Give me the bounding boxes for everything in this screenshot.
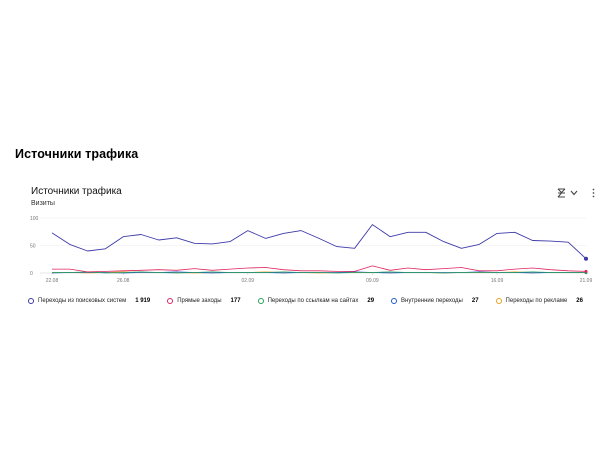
x-tick-label: 26.08 [117,278,130,284]
legend-value: 1 919 [135,298,151,304]
line-chart: 0 50 100 22.08 26.08 02.09 09.09 16.09 21.09 [30,216,592,284]
y-tick-label: 100 [30,216,39,222]
legend-label: Внутренние переходы [401,298,463,304]
legend-checkbox[interactable] [257,298,264,304]
legend-item[interactable]: Переходы из поисковых систем 1 919 [28,298,150,304]
legend-checkbox[interactable] [167,298,174,304]
chart-axes: 0 50 100 22.08 26.08 02.09 09.09 16.09 21.09 [30,216,592,284]
legend-label: Переходы по рекламе [505,298,568,304]
legend-value: 26 [576,298,583,304]
chart-legend: Переходы из поисковых систем 1 919 Прямые … [28,298,598,304]
legend-item[interactable]: Внутренние переходы 27 [391,298,479,304]
series-line-2 [52,271,586,274]
y-tick-label: 0 [30,271,33,277]
legend-value: 27 [471,298,479,304]
series-line-0 [51,224,587,260]
legend-label: Прямые заходы [177,298,222,304]
more-vertical-icon[interactable] [588,187,598,199]
legend-value: 29 [367,298,375,304]
x-tick-label: 02.09 [242,278,255,284]
chevron-down-icon[interactable] [569,187,579,199]
series-line-1 [52,265,587,273]
chart-settings-icon[interactable] [556,187,566,199]
legend-item[interactable]: Переходы по ссылкам на сайтах 29 [257,298,375,304]
legend-label: Переходы из поисковых систем [38,298,127,304]
legend-label: Переходы по ссылкам на сайтах [267,298,359,304]
legend-checkbox[interactable] [495,298,502,304]
x-tick-label: 16.09 [491,278,504,284]
y-tick-label: 50 [30,243,36,249]
legend-item[interactable]: Переходы по рекламе 26 [495,298,583,304]
x-tick-label: 21.09 [580,278,593,284]
legend-item[interactable]: Прямые заходы 177 [167,298,241,304]
widget-title: Источники трафика [31,186,122,197]
x-tick-label: 09.09 [366,278,379,284]
chart-grid [40,217,586,274]
series-endpoint-0 [584,256,588,261]
legend-value: 177 [230,298,241,304]
legend-checkbox[interactable] [28,298,34,304]
widget-subtitle: Визиты [31,200,55,207]
legend-checkbox[interactable] [391,298,398,304]
chart-series [51,224,588,274]
widget-toolbar [556,186,598,200]
page-title: Источники трафика [15,147,139,161]
series-endpoint-1 [584,269,588,273]
x-tick-label: 22.08 [46,278,59,284]
traffic-sources-widget: Источники трафика Визиты 0 50 100 22.08 26.0… [0,170,608,330]
